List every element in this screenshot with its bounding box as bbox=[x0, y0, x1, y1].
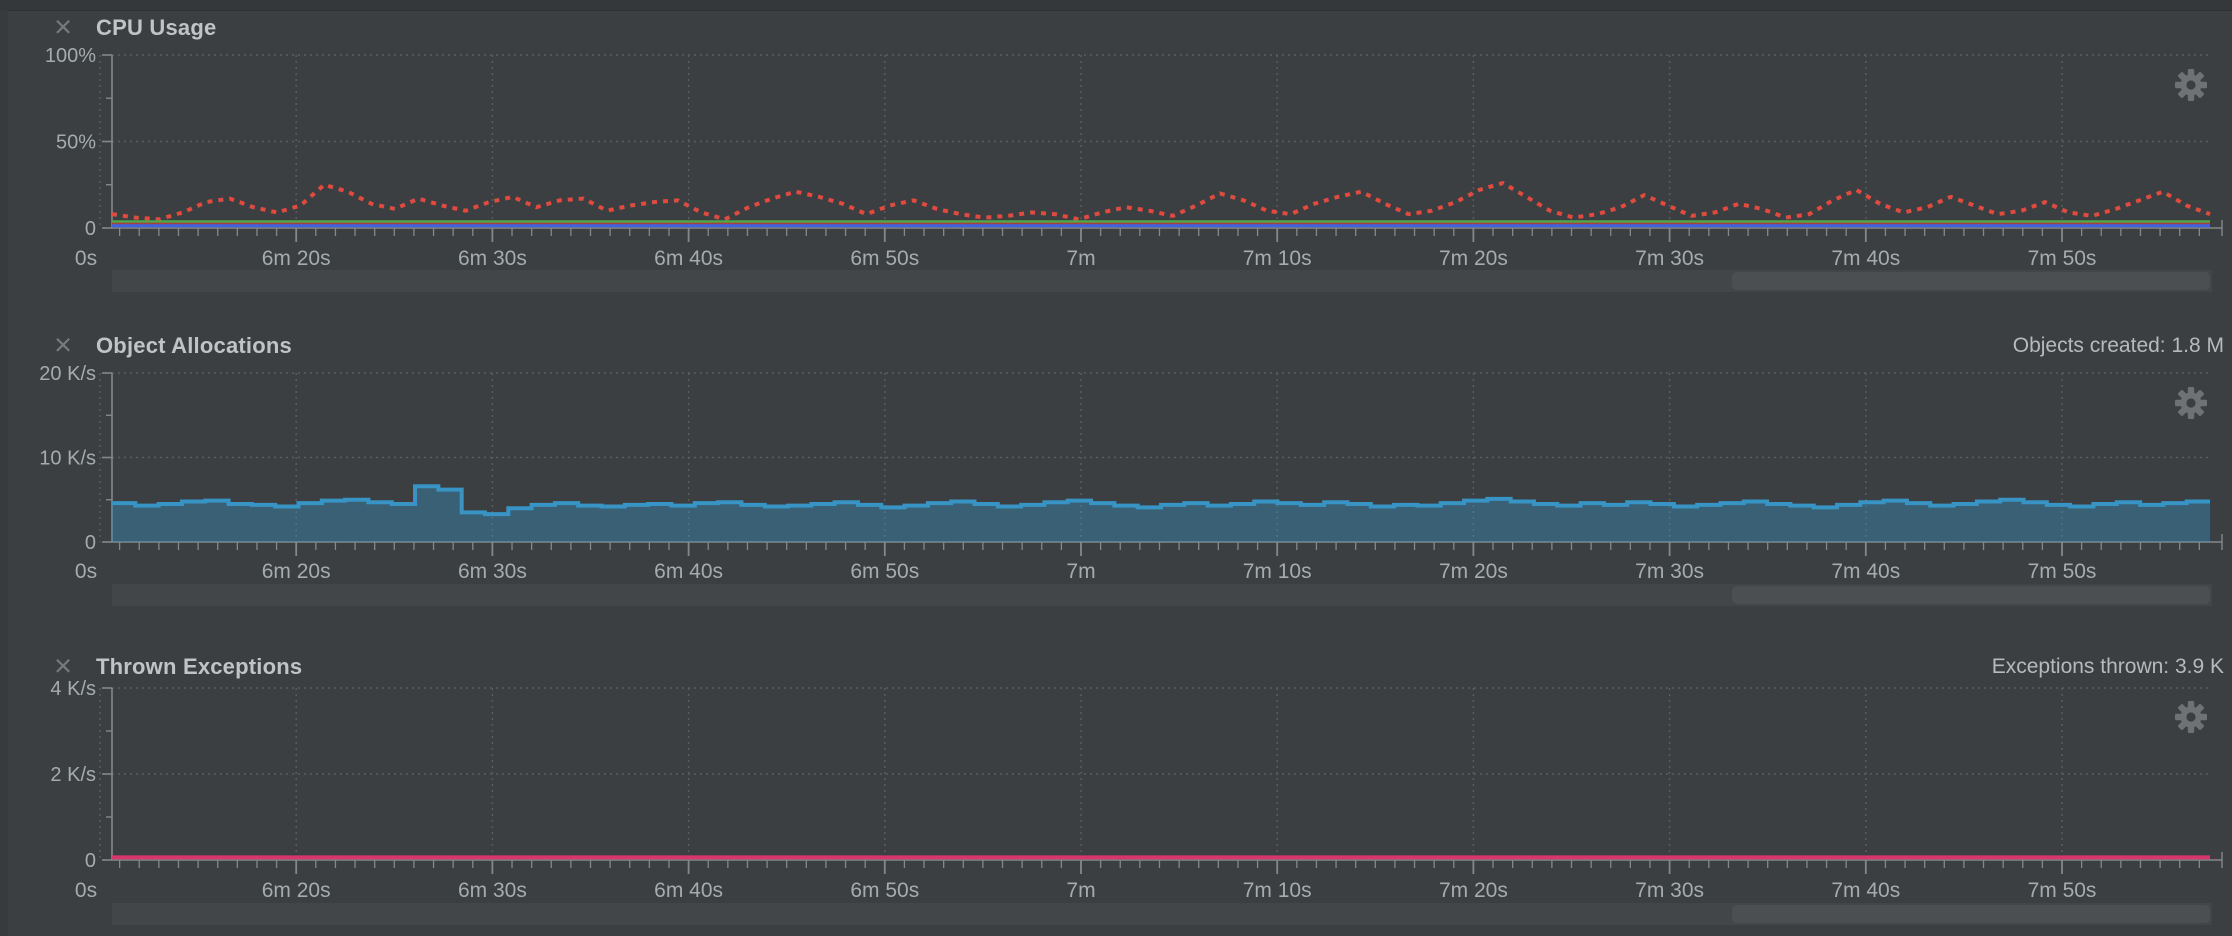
objects-created-stat: Objects created: 1.8 M bbox=[2012, 334, 2224, 357]
svg-text:7m 10s: 7m 10s bbox=[1243, 879, 1312, 902]
svg-text:7m: 7m bbox=[1066, 247, 1095, 270]
svg-text:6m 40s: 6m 40s bbox=[654, 247, 723, 270]
gear-icon[interactable] bbox=[2172, 66, 2210, 104]
svg-text:6m 40s: 6m 40s bbox=[654, 879, 723, 902]
svg-text:100%: 100% bbox=[45, 45, 96, 67]
svg-text:7m: 7m bbox=[1066, 879, 1095, 902]
svg-text:7m 30s: 7m 30s bbox=[1635, 247, 1704, 270]
scrollbar-track[interactable] bbox=[112, 270, 2212, 292]
svg-text:7m 20s: 7m 20s bbox=[1439, 879, 1508, 902]
svg-text:7m 10s: 7m 10s bbox=[1243, 560, 1312, 583]
top-divider-bar bbox=[0, 0, 2232, 11]
svg-text:20 K/s: 20 K/s bbox=[39, 363, 96, 385]
svg-text:10 K/s: 10 K/s bbox=[39, 448, 96, 470]
close-icon[interactable]: × bbox=[53, 327, 73, 362]
svg-text:6m 20s: 6m 20s bbox=[262, 879, 331, 902]
svg-text:7m 20s: 7m 20s bbox=[1439, 560, 1508, 583]
svg-text:0s: 0s bbox=[75, 879, 97, 902]
svg-text:4 K/s: 4 K/s bbox=[50, 678, 96, 700]
svg-text:6m 50s: 6m 50s bbox=[850, 879, 919, 902]
svg-text:6m 30s: 6m 30s bbox=[458, 560, 527, 583]
gear-icon[interactable] bbox=[2172, 698, 2210, 736]
svg-text:50%: 50% bbox=[56, 132, 96, 154]
svg-text:7m 40s: 7m 40s bbox=[1831, 247, 1900, 270]
svg-text:7m 40s: 7m 40s bbox=[1831, 879, 1900, 902]
plot-thrown-exceptions: 4 K/s 2 K/s 0 0s 6m 20s 6m 30s 6m 40s 6m 50s 7m 7… bbox=[50, 678, 2223, 902]
svg-text:7m 30s: 7m 30s bbox=[1635, 560, 1704, 583]
svg-text:2 K/s: 2 K/s bbox=[50, 764, 96, 786]
svg-text:7m 10s: 7m 10s bbox=[1243, 247, 1312, 270]
chart-header-thrown-exceptions: × Thrown Exceptions Exceptions thrown: 3… bbox=[0, 648, 2232, 683]
scrollbar-thumb[interactable] bbox=[1732, 905, 2210, 923]
plot-cpu-usage: 100% 50% 0 0s 6m 20s 6m 30s 6m 40s 6m 50s 7m 7m 1… bbox=[45, 45, 2223, 270]
svg-text:0s: 0s bbox=[75, 247, 97, 270]
svg-text:7m 50s: 7m 50s bbox=[2028, 560, 2097, 583]
svg-text:0: 0 bbox=[85, 532, 96, 554]
svg-text:7m 20s: 7m 20s bbox=[1439, 247, 1508, 270]
svg-text:7m 50s: 7m 50s bbox=[2028, 247, 2097, 270]
exceptions-thrown-stat: Exceptions thrown: 3.9 K bbox=[1991, 655, 2224, 678]
chart-title-thrown-exceptions: Thrown Exceptions bbox=[96, 654, 303, 679]
svg-text:6m 30s: 6m 30s bbox=[458, 879, 527, 902]
scrollbar-thumb[interactable] bbox=[1732, 272, 2210, 290]
svg-text:7m 40s: 7m 40s bbox=[1831, 560, 1900, 583]
svg-text:6m 20s: 6m 20s bbox=[262, 560, 331, 583]
svg-text:7m 30s: 7m 30s bbox=[1635, 879, 1704, 902]
gear-icon[interactable] bbox=[2172, 384, 2210, 422]
chart-title-object-allocations: Object Allocations bbox=[96, 333, 292, 358]
chart-title-cpu-usage: CPU Usage bbox=[96, 15, 217, 40]
left-gutter bbox=[0, 10, 8, 936]
scrollbar-track[interactable] bbox=[112, 584, 2212, 606]
svg-text:0s: 0s bbox=[75, 560, 97, 583]
chart-header-object-allocations: × Object Allocations Objects created: 1.… bbox=[0, 327, 2232, 362]
svg-text:7m: 7m bbox=[1066, 560, 1095, 583]
svg-text:6m 50s: 6m 50s bbox=[850, 247, 919, 270]
plot-object-allocations: 20 K/s 10 K/s 0 0s 6m 20s 6m 30s 6m 40s 6m 50s 7… bbox=[39, 363, 2223, 583]
svg-text:6m 30s: 6m 30s bbox=[458, 247, 527, 270]
svg-text:6m 20s: 6m 20s bbox=[262, 247, 331, 270]
svg-text:6m 50s: 6m 50s bbox=[850, 560, 919, 583]
chart-header-cpu-usage: × CPU Usage bbox=[0, 9, 2232, 44]
scrollbar-thumb[interactable] bbox=[1732, 586, 2210, 604]
svg-text:0: 0 bbox=[85, 850, 96, 872]
svg-text:0: 0 bbox=[85, 218, 96, 240]
svg-text:7m 50s: 7m 50s bbox=[2028, 879, 2097, 902]
svg-text:6m 40s: 6m 40s bbox=[654, 560, 723, 583]
scrollbar-track[interactable] bbox=[112, 903, 2212, 925]
close-icon[interactable]: × bbox=[53, 648, 73, 683]
close-icon[interactable]: × bbox=[53, 9, 73, 44]
